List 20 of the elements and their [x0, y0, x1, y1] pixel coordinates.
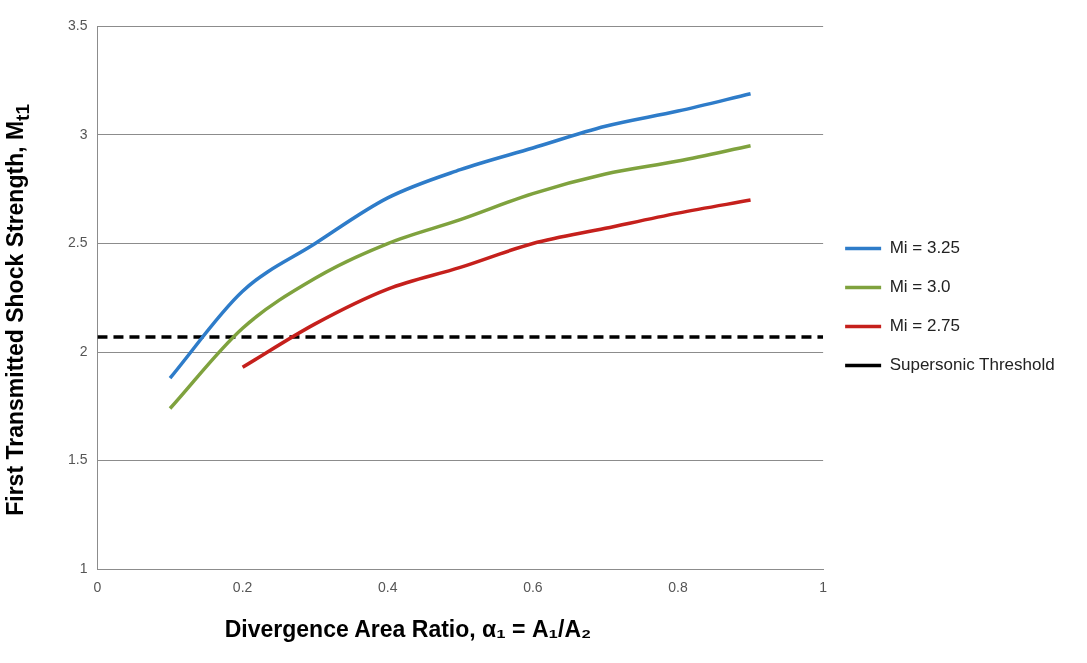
- line-series: [240, 198, 753, 370]
- y-tick-label: 3.5: [67, 17, 88, 34]
- x-axis-title: Divergence Area Ratio, α₁ = A₁/A₂: [223, 616, 593, 643]
- x-tick-label: 0.8: [668, 579, 688, 596]
- x-tick-label: 0.4: [378, 579, 398, 596]
- legend-label: Mi = 3.0: [889, 277, 951, 297]
- y-tick-label: 1.5: [67, 451, 88, 468]
- y-tick-label: 2: [79, 342, 88, 359]
- legend-label: Mi = 2.75: [889, 316, 961, 336]
- x-tick-label: 0.2: [232, 579, 253, 596]
- line-series: [168, 144, 753, 411]
- x-tick-label: 1: [819, 579, 828, 596]
- legend-label: Supersonic Threshold: [889, 355, 1055, 375]
- x-tick-label: 0: [93, 579, 102, 596]
- x-tick-label: 0.6: [523, 579, 543, 596]
- y-tick-label: 3: [79, 125, 88, 142]
- legend-label: Mi = 3.25: [889, 238, 961, 258]
- y-tick-label: 2.5: [67, 234, 88, 251]
- line-series: [168, 91, 753, 380]
- y-tick-label: 1: [79, 560, 88, 577]
